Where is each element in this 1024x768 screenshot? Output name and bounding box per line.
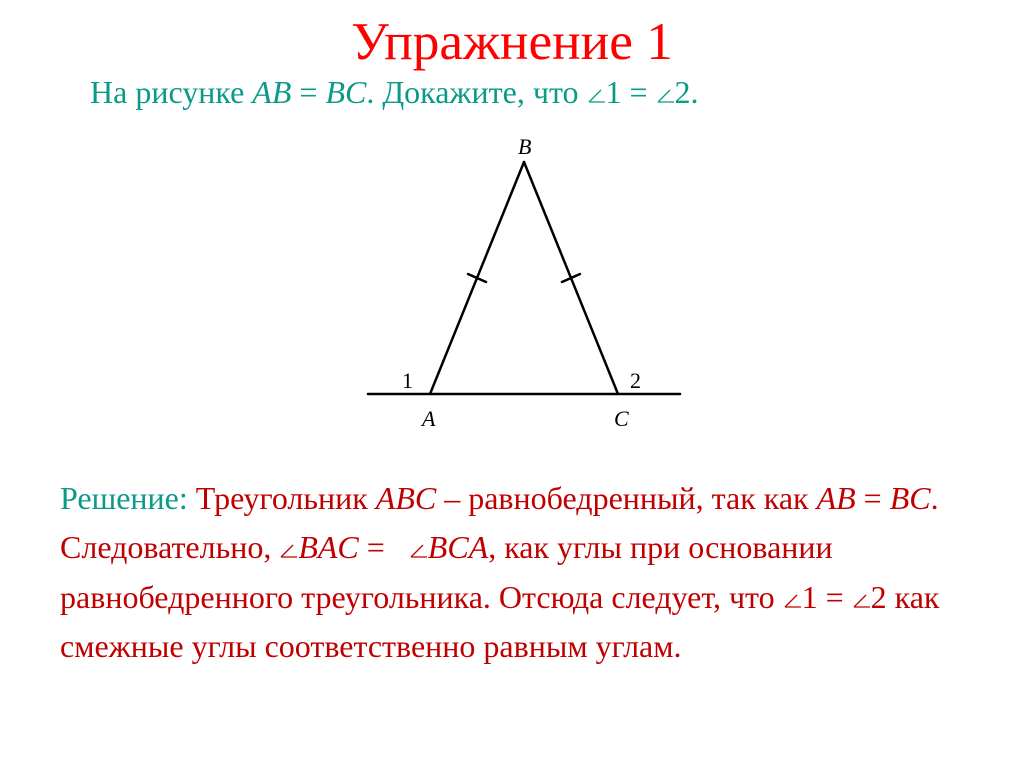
sol-text: – равнобедренный, так как	[436, 480, 816, 516]
equals-sign: =	[622, 74, 656, 110]
segment-bc: BC	[325, 74, 366, 110]
svg-text:A: A	[420, 406, 436, 431]
equals-sign: =	[818, 579, 852, 615]
period: .	[691, 74, 699, 110]
slide-title: Упражнение 1	[0, 0, 1024, 72]
triangle-name: ABC	[376, 480, 436, 516]
angle-icon	[409, 543, 429, 559]
angle-icon	[852, 593, 872, 609]
solution-text: Решение: Треугольник ABC – равнобедренны…	[0, 474, 1024, 672]
svg-text:1: 1	[402, 368, 413, 393]
problem-text-after: . Докажите, что	[366, 74, 586, 110]
solution-body: Треугольник ABC – равнобедренный, так ка…	[60, 480, 939, 665]
figure-container: B A C 1 2	[0, 134, 1024, 444]
angle-2-label: 2	[871, 579, 887, 615]
svg-text:C: C	[614, 406, 629, 431]
angle-1-label: 1	[606, 74, 622, 110]
equals-sign: =	[291, 74, 325, 110]
segment-ab: AB	[252, 74, 291, 110]
segment-bc: BC	[890, 480, 931, 516]
svg-text:B: B	[518, 134, 531, 159]
equals-sign: =	[856, 480, 890, 516]
problem-statement: На рисунке AB = BC. Докажите, что 1 = 2.	[0, 72, 1024, 114]
angle-2-label: 2	[675, 74, 691, 110]
angle-bac: BAC	[298, 529, 358, 565]
angle-1-label: 1	[802, 579, 818, 615]
slide: Упражнение 1 На рисунке AB = BC. Докажит…	[0, 0, 1024, 768]
equals-sign: =	[359, 529, 393, 565]
sol-text: Треугольник	[188, 480, 376, 516]
solution-label: Решение:	[60, 480, 188, 516]
angle-icon	[783, 593, 803, 609]
angle-bca: BCA	[428, 529, 488, 565]
angle-icon	[587, 88, 607, 104]
svg-text:2: 2	[630, 368, 641, 393]
angle-icon	[279, 543, 299, 559]
angle-icon	[656, 88, 676, 104]
problem-text-prefix: На рисунке	[90, 74, 252, 110]
triangle-figure: B A C 1 2	[322, 134, 702, 444]
segment-ab: AB	[817, 480, 856, 516]
